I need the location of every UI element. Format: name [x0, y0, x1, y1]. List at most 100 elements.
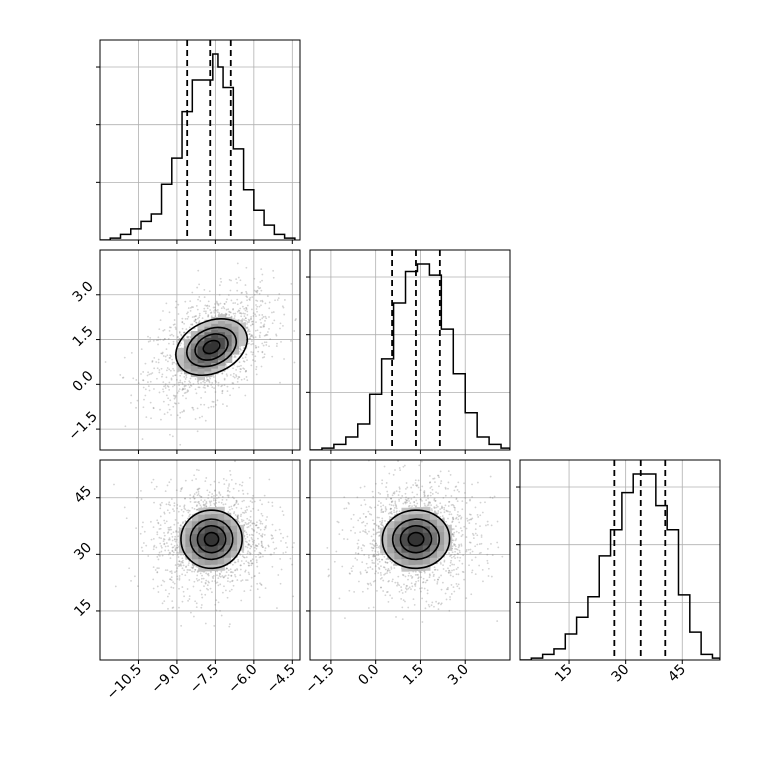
- sample-point: [440, 480, 443, 482]
- sample-point: [195, 321, 198, 324]
- sample-point: [172, 606, 175, 609]
- sample-point: [458, 490, 460, 493]
- sample-point: [447, 567, 449, 570]
- sample-point: [197, 500, 200, 503]
- sample-point: [178, 577, 181, 580]
- sample-point: [192, 566, 195, 569]
- density-cell: [198, 539, 206, 547]
- sample-point: [193, 327, 196, 330]
- density-cell: [230, 550, 238, 558]
- sample-point: [453, 543, 455, 545]
- sample-point: [414, 479, 417, 482]
- sample-point: [387, 580, 390, 583]
- sample-point: [440, 588, 443, 591]
- density-cell: [224, 538, 232, 546]
- sample-point: [156, 377, 158, 380]
- sample-point: [231, 563, 234, 566]
- sample-point: [232, 308, 234, 311]
- sample-point: [260, 541, 263, 543]
- sample-point: [417, 580, 420, 582]
- density-cell: [190, 331, 199, 338]
- density-cell: [204, 520, 212, 528]
- sample-point: [256, 545, 259, 547]
- sample-point: [152, 587, 155, 590]
- sample-point: [207, 300, 210, 303]
- sample-point: [249, 552, 252, 555]
- sample-point: [415, 505, 417, 507]
- sample-point: [390, 507, 392, 510]
- sample-point: [209, 587, 212, 590]
- sample-point: [206, 384, 209, 387]
- sample-point: [168, 388, 171, 391]
- sample-point: [448, 500, 451, 503]
- sample-point: [485, 524, 487, 527]
- sample-point: [235, 500, 238, 502]
- sample-point: [378, 535, 380, 537]
- sample-point: [397, 583, 399, 586]
- density-cell: [230, 518, 238, 526]
- sample-point: [419, 489, 422, 491]
- sample-point: [174, 326, 177, 329]
- sample-point: [250, 343, 253, 346]
- sample-point: [179, 379, 182, 382]
- sample-point: [177, 303, 180, 306]
- sample-point: [441, 506, 444, 509]
- sample-point: [260, 542, 263, 545]
- sample-point: [447, 586, 449, 589]
- sample-point: [213, 494, 215, 497]
- sample-point: [434, 481, 436, 484]
- sample-point: [182, 339, 185, 342]
- sample-point: [221, 372, 224, 375]
- sample-point: [244, 317, 247, 320]
- sample-point: [389, 594, 392, 597]
- sample-point: [450, 584, 453, 586]
- sample-point: [268, 478, 271, 481]
- sample-point: [414, 574, 417, 576]
- sample-point: [255, 321, 257, 324]
- sample-point: [244, 545, 247, 548]
- sample-point: [239, 320, 242, 322]
- sample-point: [198, 312, 201, 315]
- sample-point: [168, 326, 171, 329]
- sample-point: [261, 314, 264, 316]
- sample-point: [128, 567, 131, 570]
- x-tick-label: 1.5: [400, 662, 427, 689]
- sample-point: [359, 571, 362, 574]
- sample-point: [196, 380, 199, 383]
- sample-point: [114, 585, 117, 588]
- sample-point: [198, 578, 201, 581]
- sample-point: [251, 335, 254, 338]
- sample-point: [170, 377, 173, 380]
- sample-point: [235, 368, 238, 371]
- sample-point: [170, 333, 173, 336]
- sample-point: [405, 488, 407, 490]
- sample-point: [171, 385, 174, 388]
- sample-point: [478, 543, 481, 545]
- sample-point: [168, 551, 171, 554]
- sample-point: [245, 370, 247, 372]
- density-cell: [218, 325, 226, 333]
- sample-point: [400, 598, 403, 600]
- sample-point: [270, 553, 273, 556]
- sample-point: [245, 308, 248, 311]
- sample-point: [373, 522, 376, 525]
- sample-point: [179, 381, 182, 384]
- sample-point: [457, 481, 460, 484]
- sample-point: [188, 579, 191, 581]
- sample-point: [260, 268, 263, 271]
- sample-point: [170, 478, 172, 481]
- sample-point: [394, 503, 397, 506]
- sample-point: [234, 503, 236, 506]
- sample-point: [185, 384, 187, 387]
- sample-point: [213, 480, 216, 483]
- sample-point: [426, 579, 429, 582]
- sample-point: [180, 333, 183, 336]
- density-cell: [204, 364, 212, 372]
- sample-point: [443, 517, 445, 520]
- sample-point: [227, 308, 230, 311]
- sample-point: [384, 594, 387, 597]
- sample-point: [166, 595, 169, 598]
- sample-point: [183, 409, 185, 412]
- sample-point: [468, 513, 471, 516]
- sample-point: [487, 575, 490, 577]
